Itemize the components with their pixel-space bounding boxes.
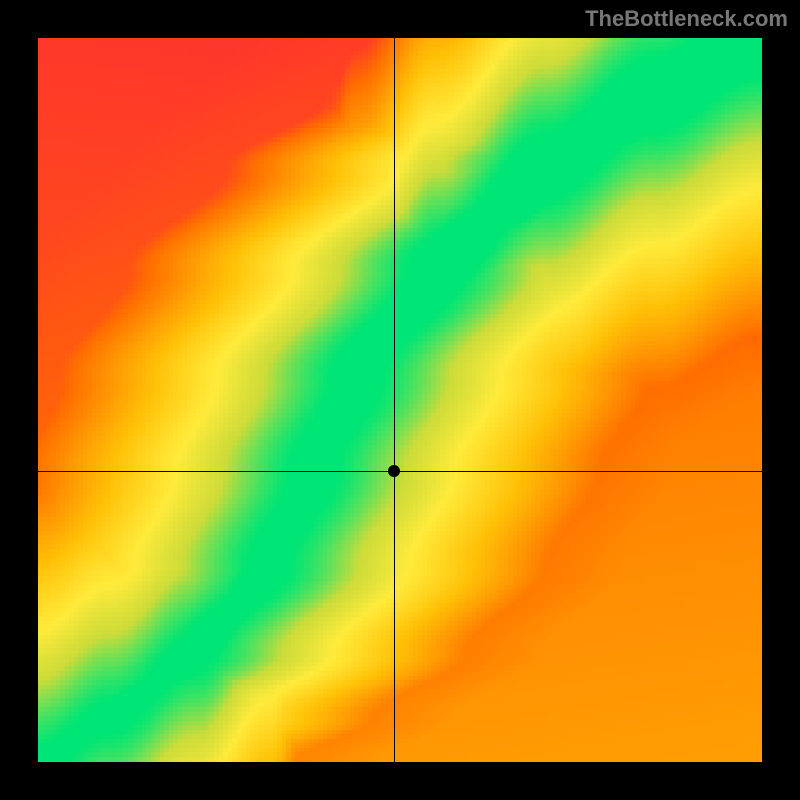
marker-point (388, 465, 400, 477)
heatmap-canvas (38, 38, 762, 762)
watermark-text: TheBottleneck.com (585, 6, 788, 32)
crosshair-vertical (394, 38, 395, 762)
chart-area (38, 38, 762, 762)
